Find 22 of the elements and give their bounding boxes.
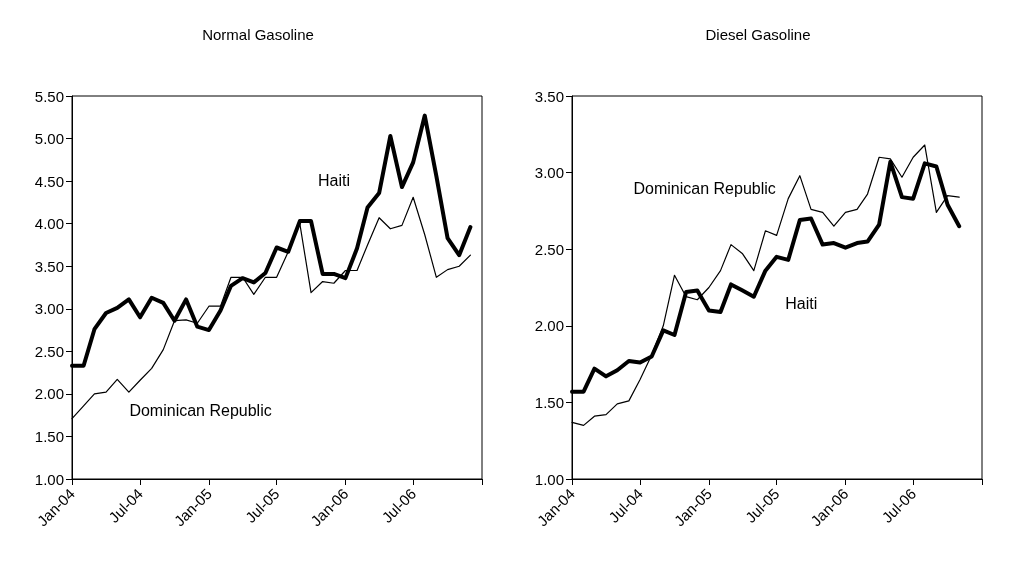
series-label: Dominican Republic — [129, 401, 272, 419]
series-label: Dominican Republic — [633, 179, 776, 197]
chart-title: Diesel Gasoline — [705, 26, 811, 43]
y-tick-label: 3.50 — [34, 257, 64, 275]
series-label: Haiti — [318, 172, 351, 190]
y-tick-label: 5.50 — [34, 87, 64, 105]
y-tick-label: 4.00 — [34, 215, 64, 233]
y-tick-label: 1.00 — [534, 470, 564, 488]
chart-title: Normal Gasoline — [202, 26, 314, 43]
series-label: Haiti — [785, 294, 818, 312]
y-tick-label: 4.50 — [34, 172, 64, 190]
y-tick-label: 1.50 — [534, 393, 564, 411]
y-tick-label: 1.00 — [34, 470, 64, 488]
y-tick-label: 3.50 — [534, 87, 564, 105]
y-tick-label: 5.00 — [34, 130, 64, 148]
y-tick-label: 3.00 — [34, 300, 64, 318]
y-tick-label: 1.50 — [34, 427, 64, 445]
y-tick-label: 3.00 — [534, 164, 564, 182]
y-tick-label: 2.50 — [534, 240, 564, 258]
y-tick-label: 2.00 — [34, 385, 64, 403]
y-tick-label: 2.50 — [34, 342, 64, 360]
y-tick-label: 2.00 — [534, 317, 564, 335]
